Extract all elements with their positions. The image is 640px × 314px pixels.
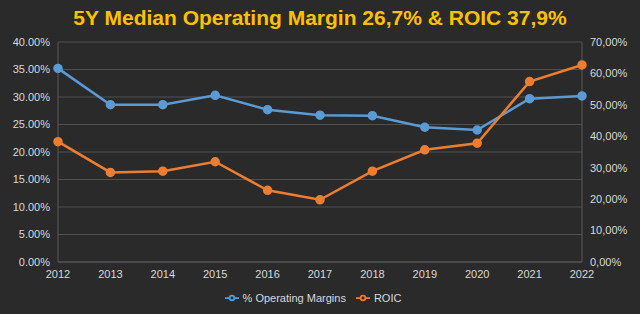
svg-text:60,00%: 60,00% (590, 67, 628, 79)
svg-text:30,00%: 30,00% (590, 162, 628, 174)
svg-text:5.00%: 5.00% (19, 228, 50, 240)
svg-text:0,00%: 0,00% (590, 256, 621, 268)
svg-text:50,00%: 50,00% (590, 99, 628, 111)
svg-text:2020: 2020 (465, 268, 489, 280)
svg-text:10,00%: 10,00% (590, 224, 628, 236)
svg-text:35.00%: 35.00% (13, 63, 51, 75)
html-text:ROIC: ROIC (373, 292, 402, 304)
svg-text:2021: 2021 (517, 268, 541, 280)
svg-text:10.00%: 10.00% (13, 201, 51, 213)
svg-text:30.00%: 30.00% (13, 91, 51, 103)
svg-text:25.00%: 25.00% (13, 118, 51, 130)
svg-text:2012: 2012 (46, 268, 70, 280)
svg-text:20,00%: 20,00% (590, 193, 628, 205)
svg-text:2016: 2016 (255, 268, 279, 280)
svg-text:2022: 2022 (570, 268, 594, 280)
svg-text:2018: 2018 (360, 268, 384, 280)
svg-text:2017: 2017 (308, 268, 332, 280)
svg-text:2013: 2013 (98, 268, 122, 280)
svg-text:40.00%: 40.00% (13, 36, 51, 48)
svg-text:2014: 2014 (151, 268, 175, 280)
svg-text:2015: 2015 (203, 268, 227, 280)
svg-text:0.00%: 0.00% (19, 256, 50, 268)
svg-text:2019: 2019 (413, 268, 437, 280)
svg-text:15.00%: 15.00% (13, 173, 51, 185)
svg-text:40,00%: 40,00% (590, 130, 628, 142)
svg-text:20.00%: 20.00% (13, 146, 51, 158)
html-text:5Y Median Operating Margin 26,: 5Y Median Operating Margin 26,7% & ROIC … (73, 6, 567, 29)
html-text:% Operating Margins: % Operating Margins (242, 292, 346, 304)
svg-text:70,00%: 70,00% (590, 36, 628, 48)
